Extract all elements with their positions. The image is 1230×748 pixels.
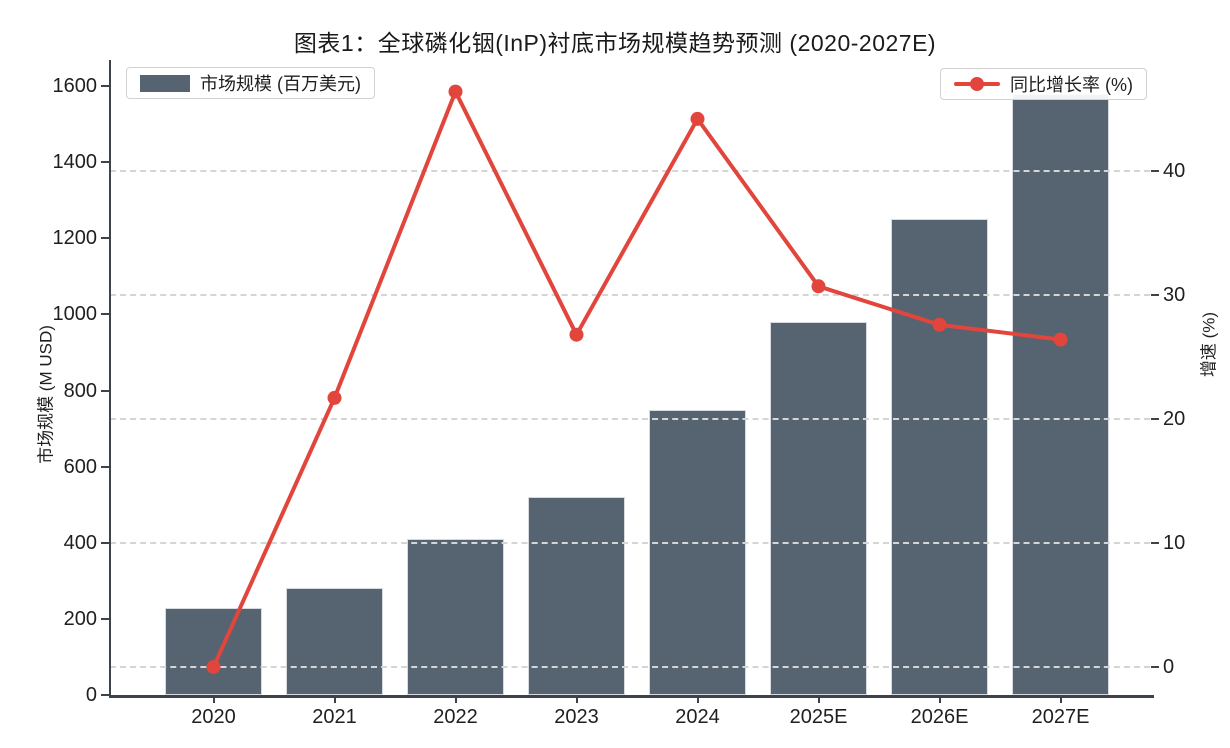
growth-marker-2020 (206, 660, 221, 674)
y-right-tick (1151, 170, 1159, 172)
x-tick-label-2022: 2022 (433, 706, 478, 728)
growth-line (211, 89, 1063, 669)
x-tick-label-2023: 2023 (554, 706, 599, 728)
x-tick-label-2025E: 2025E (789, 706, 848, 728)
y-right-tick-label: 20 (1163, 408, 1186, 430)
x-axis-spine (109, 695, 1154, 698)
y-axis-left-spine (109, 60, 111, 698)
growth-marker-2026E (932, 317, 947, 332)
y-left-tick (101, 617, 109, 620)
bar-2024 (649, 409, 746, 695)
x-tick (1059, 696, 1062, 703)
line-series-marker-icon (954, 77, 1000, 91)
y-left-tick-label: 200 (63, 607, 97, 630)
bar-2021 (286, 588, 383, 695)
y-right-tick (1151, 666, 1159, 668)
bar-2023 (528, 497, 625, 695)
gridline-30 (110, 294, 1150, 296)
legend-market-size: 市场规模 (百万美元) (126, 67, 375, 99)
x-tick (333, 696, 336, 703)
x-tick-label-2026E: 2026E (910, 706, 969, 728)
bar-2026E (891, 219, 988, 695)
bar-2025E (770, 322, 867, 695)
growth-marker-2022 (448, 84, 463, 99)
growth-marker-2023 (569, 327, 584, 342)
x-tick-label-2027E: 2027E (1031, 706, 1090, 728)
y-left-tick-label: 600 (63, 455, 97, 478)
y-left-tick (101, 389, 109, 392)
legend-growth-rate: 同比增长率 (%) (940, 68, 1147, 100)
bar-2022 (407, 538, 504, 695)
x-tick-label-2024: 2024 (675, 706, 720, 728)
y-left-tick (101, 694, 109, 696)
y-right-tick-label: 0 (1163, 656, 1175, 678)
y-left-tick-label: 1200 (52, 227, 98, 250)
growth-marker-2025E (811, 279, 826, 294)
y-left-tick (101, 161, 109, 164)
y-left-tick-label: 1000 (52, 303, 98, 326)
gridline-40 (110, 170, 1150, 172)
y-left-tick-label: 1400 (52, 151, 98, 174)
x-tick (454, 696, 457, 703)
y-left-tick-label: 400 (63, 531, 97, 554)
y-left-tick (101, 85, 109, 87)
y-right-tick-label: 10 (1163, 532, 1186, 554)
gridline-20 (110, 418, 1150, 420)
growth-marker-2024 (690, 111, 705, 126)
legend-market-size-label: 市场规模 (百万美元) (200, 74, 361, 94)
y-left-tick (101, 237, 109, 240)
y-left-tick-label: 800 (63, 379, 97, 402)
growth-marker-2021 (327, 390, 342, 405)
y-right-tick-label: 30 (1163, 284, 1186, 306)
chart-title: 图表1：全球磷化铟(InP)衬底市场规模趋势预测 (2020-2027E) (293, 30, 937, 56)
x-tick (938, 696, 941, 703)
gridline-0 (110, 666, 1150, 668)
x-tick (212, 696, 215, 703)
y-right-tick (1151, 542, 1159, 544)
y-right-tick (1151, 294, 1159, 296)
x-tick (817, 696, 820, 703)
legend-growth-rate-label: 同比增长率 (%) (1010, 75, 1133, 95)
x-tick (696, 696, 699, 703)
y-left-tick (101, 313, 109, 316)
bar-2027E (1012, 93, 1109, 695)
x-tick (575, 696, 578, 703)
y-right-tick (1151, 418, 1159, 420)
y-right-tick-label: 40 (1163, 160, 1186, 182)
bar-2020 (165, 607, 262, 695)
y-left-tick (101, 541, 109, 544)
growth-marker-2027E (1053, 332, 1068, 347)
x-tick-label-2020: 2020 (191, 706, 236, 728)
y-left-tick (101, 465, 109, 468)
y-left-tick-label: 1600 (52, 75, 98, 97)
bar-series-swatch-icon (140, 74, 190, 92)
x-tick-label-2021: 2021 (312, 706, 357, 728)
gridline-10 (110, 542, 1150, 544)
y-left-tick-label: 0 (85, 684, 97, 706)
